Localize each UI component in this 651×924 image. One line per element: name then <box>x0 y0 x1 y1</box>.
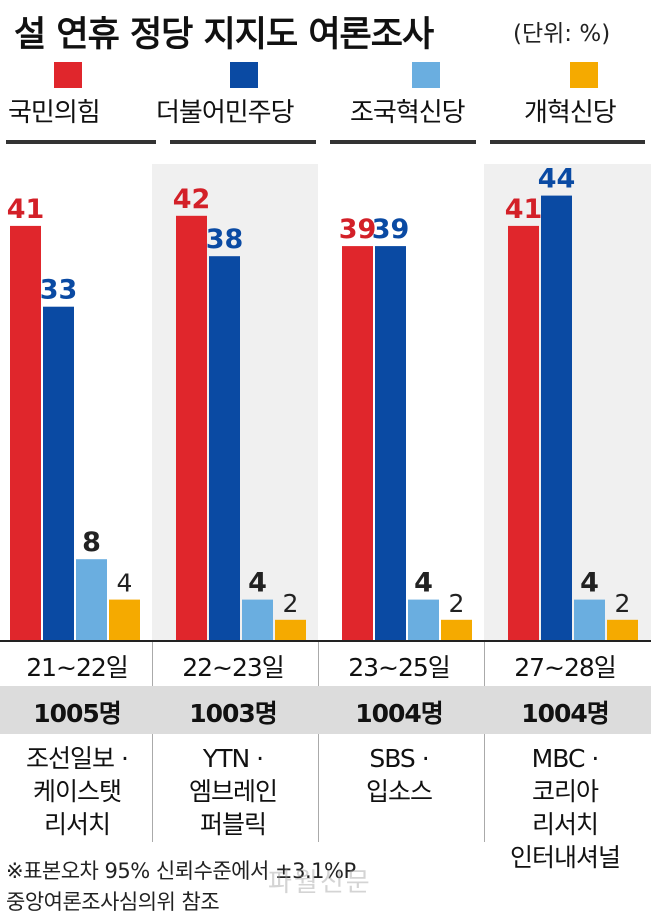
data-label-rebuilding: 4 <box>248 568 267 599</box>
bar-reform <box>275 619 306 640</box>
bar-dpk <box>209 256 240 640</box>
bar-dpk <box>541 195 572 640</box>
legend-item-ppp: 국민의힘 <box>0 62 150 132</box>
column-divider <box>318 642 319 842</box>
bar-reform <box>607 619 638 640</box>
data-label-rebuilding: 8 <box>82 527 101 558</box>
data-label-dpk: 39 <box>372 214 410 245</box>
watermark: 파월신문 <box>268 868 372 898</box>
legend-separator <box>490 140 645 144</box>
legend: 국민의힘 더불어민주당 조국혁신당 개혁신당 <box>0 62 651 132</box>
legend-label: 개혁신당 <box>524 98 617 128</box>
data-label-ppp: 41 <box>505 194 543 225</box>
date-label: 23~25일 <box>348 653 451 682</box>
pollster-line: 퍼블릭 <box>199 810 267 839</box>
date-label: 21~22일 <box>26 653 129 682</box>
unit-label: (단위: %) <box>513 21 611 47</box>
data-label-dpk: 44 <box>538 164 576 195</box>
data-label-dpk: 38 <box>206 224 244 255</box>
bar-dpk <box>375 246 406 640</box>
chart-title: 설 연휴 정당 지지도 여론조사 <box>14 15 434 55</box>
date-label: 27~28일 <box>514 653 617 682</box>
pollster-line: 리서치 <box>531 810 599 839</box>
legend-item-reform: 개혁신당 <box>510 62 651 132</box>
legend-item-dpk: 더불어민주당 <box>150 62 340 132</box>
column-divider <box>484 642 485 842</box>
pollster: MBC · 코리아 리서치 인터내셔널 <box>490 742 640 874</box>
pollster: YTN · 엠브레인 퍼블릭 <box>158 742 308 841</box>
pollster-line: 조선일보 · <box>26 744 129 773</box>
data-label-rebuilding: 4 <box>414 568 433 599</box>
data-label-ppp: 39 <box>339 214 377 245</box>
sample-size-band <box>0 686 651 734</box>
legend-swatch <box>230 62 258 88</box>
legend-swatch <box>570 62 598 88</box>
bar-ppp <box>10 225 41 640</box>
bar-reform <box>441 619 472 640</box>
bar-dpk <box>43 306 74 640</box>
legend-label: 조국혁신당 <box>350 98 466 128</box>
footnote-line: 중앙여론조사심의위 참조 <box>6 890 220 914</box>
footnote: ※표본오차 95% 신뢰수준에서 ±3.1%P 중앙여론조사심의위 참조 <box>6 856 356 918</box>
sample-size: 1004명 <box>521 699 610 728</box>
pollster-line: SBS · <box>369 744 429 773</box>
legend-label: 국민의힘 <box>8 98 101 128</box>
bar-ppp <box>176 215 207 641</box>
data-label-rebuilding: 4 <box>580 568 599 599</box>
date-label: 22~23일 <box>182 653 285 682</box>
data-label-reform: 4 <box>117 569 133 598</box>
pollster-line: YTN · <box>202 744 264 773</box>
legend-swatch <box>412 62 440 88</box>
legend-item-rebuilding: 조국혁신당 <box>340 62 510 132</box>
bar-ppp <box>342 246 373 640</box>
data-label-ppp: 41 <box>7 194 45 225</box>
pollster-line: 코리아 <box>531 777 599 806</box>
pollster: 조선일보 · 케이스탯 리서치 <box>2 742 152 841</box>
sample-size: 1004명 <box>355 699 444 728</box>
pollster: SBS · 입소스 <box>324 742 474 808</box>
bar-rebuilding <box>574 599 605 640</box>
bar-reform <box>109 599 140 640</box>
bar-ppp <box>508 225 539 640</box>
legend-separator <box>6 140 156 144</box>
data-label-reform: 2 <box>615 589 631 618</box>
legend-swatch <box>54 62 82 88</box>
data-label-reform: 2 <box>283 589 299 618</box>
bar-rebuilding <box>408 599 439 640</box>
legend-separator <box>330 140 476 144</box>
pollster-line: MBC · <box>531 744 600 773</box>
bar-rebuilding <box>76 559 107 640</box>
pollster-line: 엠브레인 <box>188 777 278 806</box>
legend-label: 더불어민주당 <box>156 98 295 128</box>
pollster-line: 케이스탯 <box>32 777 122 806</box>
sample-size: 1005명 <box>33 699 122 728</box>
pollster-line: 인터내셔널 <box>509 843 621 872</box>
sample-size: 1003명 <box>189 699 278 728</box>
pollster-line: 입소스 <box>365 777 433 806</box>
data-label-reform: 2 <box>449 589 465 618</box>
pollster-line: 리서치 <box>43 810 111 839</box>
baseline <box>0 640 651 642</box>
column-divider <box>152 642 153 842</box>
bar-rebuilding <box>242 599 273 640</box>
data-label-ppp: 42 <box>173 184 211 215</box>
legend-separator <box>170 140 316 144</box>
data-label-dpk: 33 <box>40 275 78 306</box>
footnote-line: ※표본오차 95% 신뢰수준에서 ±3.1%P <box>6 859 356 883</box>
